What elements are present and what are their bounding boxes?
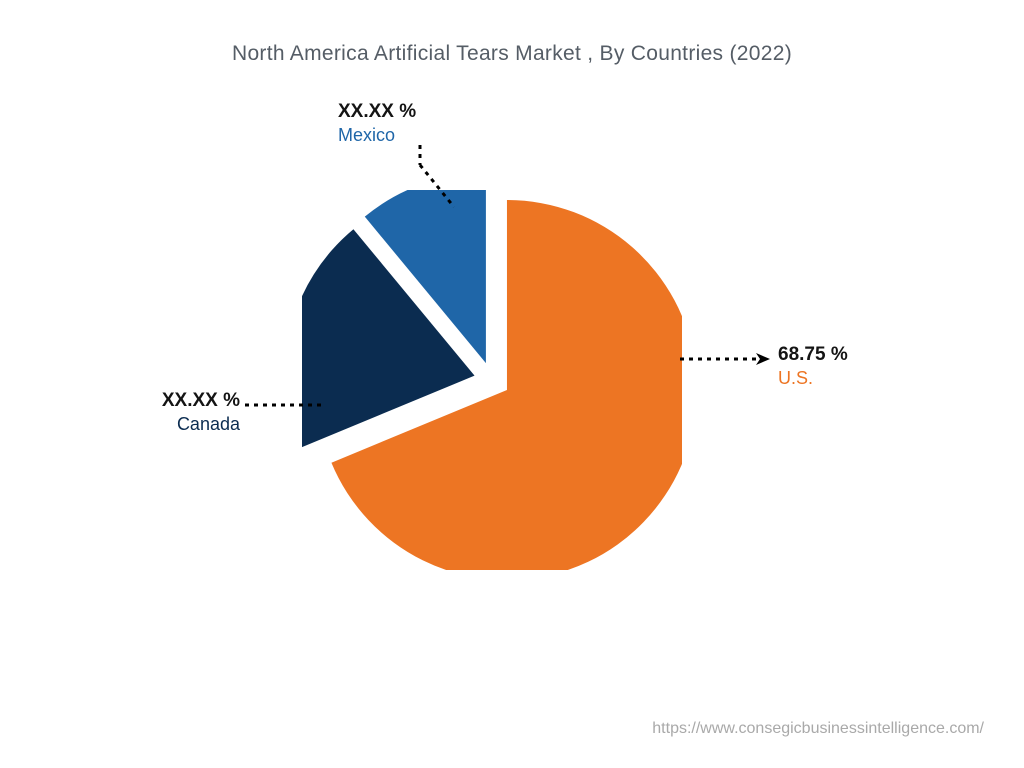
label-mexico-value: XX.XX %: [338, 100, 416, 124]
pie-chart: 68.75 % U.S. XX.XX % Canada XX.XX % Mexi…: [0, 130, 1024, 650]
leader-canada: [245, 398, 325, 412]
chart-page: North America Artificial Tears Market , …: [0, 0, 1024, 768]
leader-mexico: [392, 145, 472, 215]
label-mexico-name: Mexico: [338, 124, 416, 147]
label-us-name: U.S.: [778, 367, 848, 390]
label-canada: XX.XX % Canada: [155, 389, 240, 435]
chart-title: North America Artificial Tears Market , …: [0, 42, 1024, 66]
label-canada-value: XX.XX %: [155, 389, 240, 413]
label-canada-name: Canada: [155, 413, 240, 436]
label-us: 68.75 % U.S.: [778, 343, 848, 389]
label-us-value: 68.75 %: [778, 343, 848, 367]
leader-us: [680, 352, 770, 366]
pie-svg: [302, 190, 682, 570]
source-url: https://www.consegicbusinessintelligence…: [652, 720, 984, 738]
label-mexico: XX.XX % Mexico: [338, 100, 416, 146]
